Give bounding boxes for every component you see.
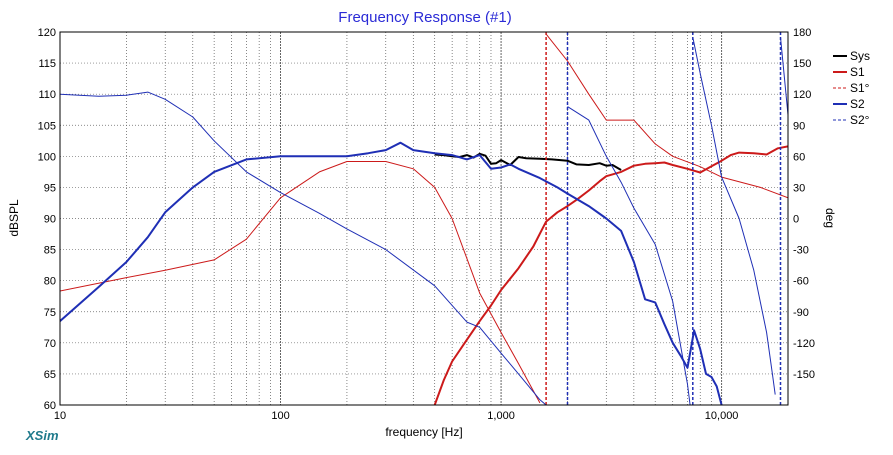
series-line-s1 (433, 145, 788, 405)
y2-tick-label: -90 (793, 307, 809, 319)
y2-tick-label: 150 (793, 58, 811, 70)
y-axis-label: dBSPL (7, 199, 21, 237)
y-tick-label: 90 (44, 214, 56, 226)
series-line-s2-phase (60, 37, 788, 405)
y-tick-label: 75 (44, 307, 56, 319)
y2-tick-label: -60 (793, 276, 809, 288)
x-tick-label: 100 (271, 410, 289, 422)
y2-tick-label: 90 (793, 120, 805, 132)
legend-label: S1° (850, 81, 870, 95)
x-tick-label: 10,000 (705, 410, 739, 422)
x-tick-label: 1,000 (487, 410, 515, 422)
y2-tick-label: -150 (793, 369, 815, 381)
y-tick-label: 110 (38, 89, 56, 101)
x-axis-label: frequency [Hz] (385, 425, 462, 439)
x-tick-label: 10 (54, 410, 66, 422)
y-tick-label: 105 (38, 120, 56, 132)
y-tick-label: 70 (44, 338, 56, 350)
y-tick-label: 65 (44, 369, 56, 381)
series-layer (60, 32, 788, 405)
y-tick-label: 100 (38, 151, 56, 163)
y-tick-label: 85 (44, 245, 56, 257)
legend-label: S1 (850, 65, 865, 79)
y-tick-label: 95 (44, 182, 56, 194)
chart-title: Frequency Response (#1) (338, 9, 511, 26)
legend: Sys S1 S1° S2 S2° (833, 49, 870, 127)
y-tick-label: 80 (44, 276, 56, 288)
y2-tick-label: 180 (793, 27, 811, 39)
legend-label: Sys (850, 49, 870, 63)
legend-label: S2° (850, 113, 870, 127)
series-line-s1-phase (60, 33, 788, 404)
y-tick-label: 60 (44, 400, 56, 412)
xsim-logo: XSim (25, 428, 59, 443)
y2-tick-label: 120 (793, 89, 811, 101)
y-tick-label: 115 (38, 58, 56, 70)
y2-tick-label: -120 (793, 338, 815, 350)
y2-tick-label: -30 (793, 245, 809, 257)
y-tick-label: 120 (38, 27, 56, 39)
series-line-s2 (60, 141, 723, 405)
plot-frame (59, 31, 789, 406)
y2-tick-label: 60 (793, 151, 805, 163)
legend-label: S2 (850, 97, 865, 111)
y2-tick-label: 30 (793, 182, 805, 194)
y2-axis-label: deg (823, 208, 837, 228)
y2-tick-label: 0 (793, 214, 799, 226)
